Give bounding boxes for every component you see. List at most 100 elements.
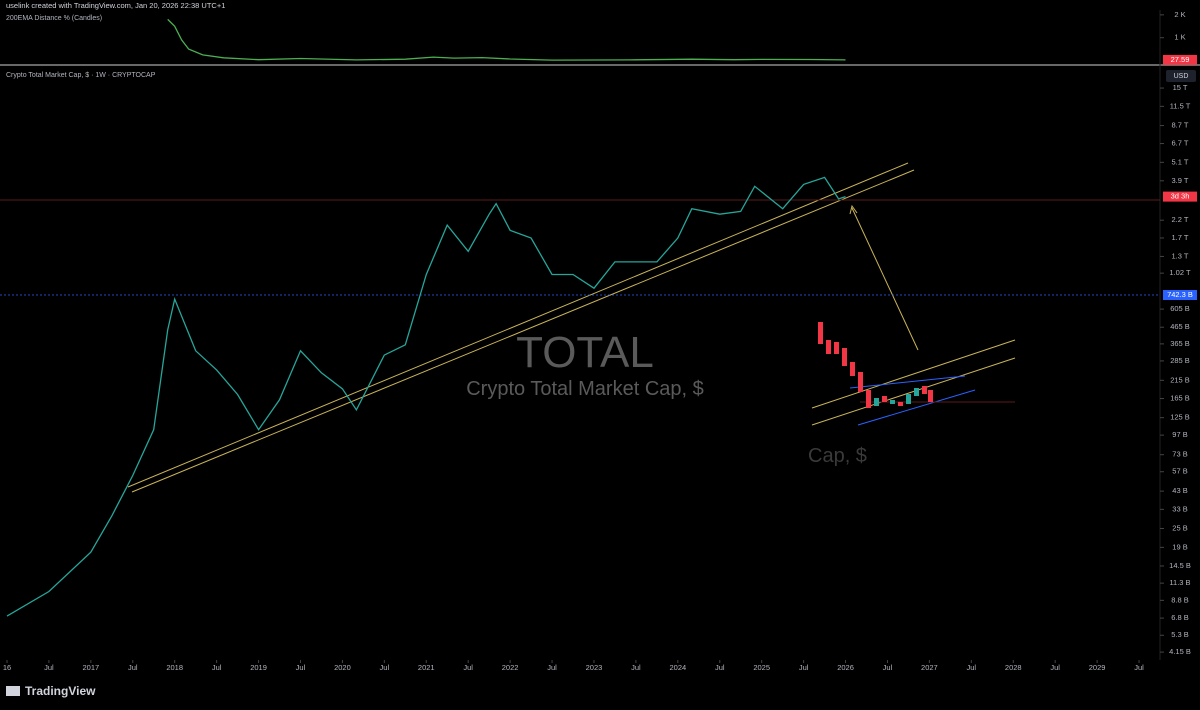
- x-tick-label: Jul: [967, 663, 977, 672]
- y-tick-label: 11.3 B: [1169, 578, 1190, 587]
- x-tick-label: Jul: [44, 663, 54, 672]
- x-tick-label: Jul: [128, 663, 138, 672]
- x-tick-label: Jul: [296, 663, 306, 672]
- y-tick-label: 3.9 T: [1172, 176, 1189, 185]
- inset-candle: [922, 386, 927, 394]
- inset-candle: [842, 348, 847, 366]
- brand: TradingView: [6, 684, 96, 698]
- price-line-series: [167, 18, 846, 61]
- x-tick-label: Jul: [380, 663, 390, 672]
- inset-line: [811, 357, 1016, 426]
- inset-candle: [874, 398, 879, 406]
- currency: USD: [1174, 73, 1189, 80]
- y-tick-label: 14.5 B: [1169, 561, 1191, 570]
- x-tick-label: Jul: [883, 663, 893, 672]
- arrow-head: [849, 204, 858, 215]
- currency-badge: [1166, 70, 1196, 82]
- y-tick-label: 6.8 B: [1171, 613, 1189, 622]
- inset-candle: [914, 388, 919, 396]
- y-tick-label: 11.5 T: [1170, 101, 1191, 110]
- y-tick-label: 4.15 B: [1169, 647, 1191, 656]
- countdown: 3d 3h: [1171, 192, 1190, 201]
- x-tick-label: Jul: [463, 663, 473, 672]
- last-value-label: 27.59: [1171, 55, 1190, 64]
- y-tick-label: 1.3 T: [1172, 251, 1189, 260]
- x-tick-label: 2021: [418, 663, 435, 672]
- x-tick-label: Jul: [631, 663, 641, 672]
- brand-logo: [6, 686, 20, 696]
- inset-candle: [890, 400, 895, 404]
- x-tick-label: Jul: [1050, 663, 1060, 672]
- y-tick-label: 2.2 T: [1172, 215, 1189, 224]
- watermark-symbol: TOTAL: [516, 328, 654, 377]
- x-tick-label: 2023: [586, 663, 603, 672]
- y-tick-label: 465 B: [1170, 322, 1190, 331]
- x-tick-label: 2020: [334, 663, 351, 672]
- y-tick-label: 6.7 T: [1172, 139, 1189, 148]
- y-tick-label: 25 B: [1172, 523, 1187, 532]
- y-tick-label: 1 K: [1174, 33, 1185, 42]
- indicator-title: 200EMA Distance % (Candles): [6, 15, 102, 22]
- x-tick-label: Jul: [1134, 663, 1144, 672]
- inset-candle: [906, 394, 911, 404]
- y-tick-label: 125 B: [1170, 413, 1190, 422]
- x-tick-label: 2026: [837, 663, 854, 672]
- trendline: [131, 169, 915, 493]
- y-tick-label: 33 B: [1172, 504, 1187, 513]
- y-tick-label: 8.7 T: [1172, 121, 1189, 130]
- x-tick-label: 2018: [166, 663, 183, 672]
- y-tick-label: 43 B: [1172, 486, 1187, 495]
- inset-candle: [818, 322, 823, 344]
- y-tick-label: 1.7 T: [1172, 233, 1189, 242]
- y-tick-label: 57 B: [1172, 467, 1187, 476]
- x-tick-label: Jul: [799, 663, 809, 672]
- x-tick-label: 2024: [669, 663, 686, 672]
- x-tick-label: 2017: [82, 663, 99, 672]
- x-tick-label: 2025: [753, 663, 770, 672]
- y-tick-label: 5.1 T: [1172, 157, 1189, 166]
- inset-candle: [866, 390, 871, 408]
- arrow: [851, 207, 919, 351]
- y-tick-label: 365 B: [1170, 339, 1190, 348]
- y-tick-label: 2 K: [1174, 10, 1185, 19]
- x-tick-label: 2019: [250, 663, 267, 672]
- price-line-series: [6, 176, 846, 617]
- inset-candle: [826, 340, 831, 354]
- y-tick-label: 73 B: [1172, 450, 1187, 459]
- watermark-description: Crypto Total Market Cap, $: [466, 378, 704, 400]
- inset-candle: [898, 402, 903, 406]
- inset-line: [857, 389, 976, 426]
- price-label: 742.3 B: [1167, 290, 1193, 299]
- inset-candle: [928, 390, 933, 402]
- y-tick-label: 19 B: [1172, 542, 1187, 551]
- inset: Cap, $: [808, 322, 1016, 467]
- x-tick-label: 2029: [1089, 663, 1106, 672]
- inset-line: [849, 375, 966, 389]
- trendline: [127, 162, 909, 488]
- inset-candle: [882, 396, 887, 402]
- brand-name: TradingView: [25, 684, 96, 698]
- inset-candle: [858, 372, 863, 392]
- y-tick-label: 15 T: [1173, 83, 1188, 92]
- inset-line: [811, 339, 1016, 409]
- y-tick-label: 5.3 B: [1171, 630, 1189, 639]
- countdown-bg: [1163, 191, 1197, 202]
- header: uselink created with TradingView.com, Ja…: [6, 1, 225, 10]
- price-label-bg: [1163, 290, 1197, 301]
- main-title: Crypto Total Market Cap, $ · 1W · CRYPTO…: [6, 72, 156, 79]
- inset-text: Cap, $: [808, 445, 867, 467]
- x-tick-label: 2022: [502, 663, 519, 672]
- last-value-bg: [1163, 54, 1197, 65]
- x-tick-label: Jul: [547, 663, 557, 672]
- y-tick-label: 97 B: [1172, 430, 1187, 439]
- x-tick-label: 2027: [921, 663, 938, 672]
- inset-candle: [850, 362, 855, 376]
- inset-candle: [834, 342, 839, 354]
- x-tick-label: Jul: [715, 663, 725, 672]
- x-tick-label: Jul: [212, 663, 222, 672]
- y-tick-label: 1.02 T: [1169, 268, 1191, 277]
- x-tick-label: 2028: [1005, 663, 1022, 672]
- y-tick-label: 605 B: [1170, 304, 1190, 313]
